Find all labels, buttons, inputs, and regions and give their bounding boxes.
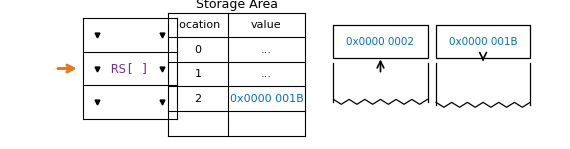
Text: 0: 0 <box>194 45 202 55</box>
Text: value: value <box>251 20 282 30</box>
Text: 0x0000 0002: 0x0000 0002 <box>347 37 414 47</box>
FancyBboxPatch shape <box>436 25 530 58</box>
Text: ...: ... <box>261 45 272 55</box>
Text: 0x0000 001B: 0x0000 001B <box>230 94 303 104</box>
Text: Storage Area: Storage Area <box>196 0 278 11</box>
Text: 2: 2 <box>194 94 202 104</box>
Text: RS[ ]: RS[ ] <box>111 62 148 75</box>
Text: 1: 1 <box>194 69 202 79</box>
Text: location: location <box>176 20 220 30</box>
FancyBboxPatch shape <box>333 25 428 58</box>
Text: 0x0000 001B: 0x0000 001B <box>449 37 518 47</box>
Text: ...: ... <box>261 69 272 79</box>
